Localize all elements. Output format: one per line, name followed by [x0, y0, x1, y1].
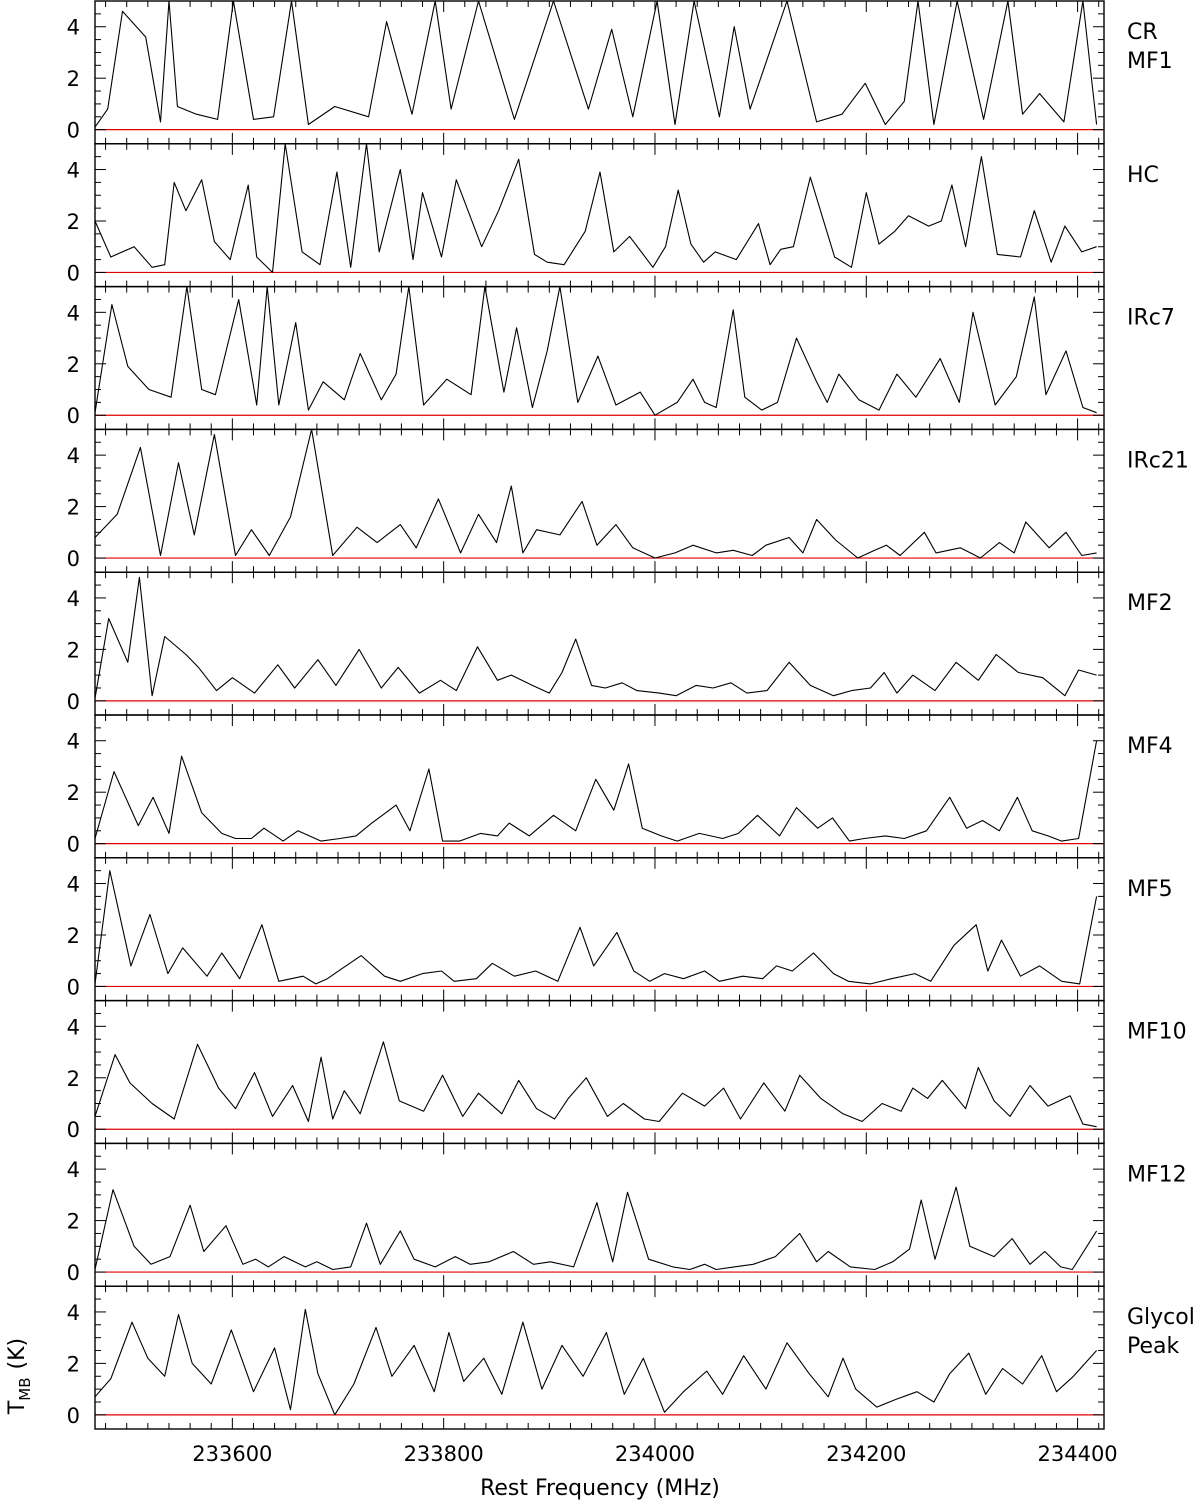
spectrum-trace — [95, 1, 1098, 128]
y-tick-label: 0 — [67, 833, 80, 857]
spectrum-trace — [95, 870, 1098, 985]
y-tick-label: 0 — [67, 261, 80, 285]
panel-label: MF4 — [1127, 734, 1173, 759]
panel-label: IRc21 — [1127, 448, 1189, 473]
panel-label: CR — [1127, 20, 1158, 45]
panel-label: MF2 — [1127, 591, 1173, 616]
spectrum-panel: 0 2 4 CR MF1 — [67, 0, 1173, 145]
y-tick-label: 2 — [67, 353, 80, 377]
x-axis-label: Rest Frequency (MHz) — [480, 1476, 720, 1501]
panel-frame — [94, 999, 1105, 1145]
y-tick-label: 0 — [67, 404, 80, 428]
panel-frame — [94, 1285, 1105, 1430]
panel-label: MF10 — [1127, 1020, 1187, 1045]
y-tick-label: 0 — [67, 119, 80, 143]
panel-label: HC — [1127, 163, 1159, 188]
spectrum-trace — [95, 740, 1098, 842]
panel-frame — [94, 571, 1105, 716]
spectrum-trace — [95, 143, 1097, 273]
y-tick-label: 2 — [67, 638, 80, 662]
spectrum-panel: 0 2 4 MF12 — [67, 1142, 1187, 1287]
spectrum-panel: 0 2 4 MF4 — [67, 714, 1173, 859]
panel-label: MF12 — [1127, 1162, 1187, 1187]
spectrum-panel: 0 2 4 MF2 — [67, 571, 1173, 716]
spectrum-panel: 0 2 4 IRc7 — [67, 285, 1175, 431]
y-axis-label-subscript: MB — [16, 1377, 34, 1400]
x-tick-label: 234400 — [1038, 1442, 1118, 1466]
x-tick-label: 234000 — [615, 1442, 695, 1466]
panel-frame — [94, 857, 1105, 1002]
spectrum-trace — [95, 1308, 1098, 1416]
spectrum-panel: 0 2 4 MF10 — [67, 999, 1187, 1145]
y-tick-label: 4 — [67, 159, 80, 183]
y-tick-label: 2 — [67, 210, 80, 234]
y-tick-label: 2 — [67, 1067, 80, 1091]
panel-label: MF5 — [1127, 877, 1173, 902]
panel-label: Glycol — [1127, 1305, 1195, 1330]
x-axis: 233600 233800 234000 234200 234400 — [192, 1442, 1117, 1466]
panel-label: MF1 — [1127, 49, 1173, 74]
panel-frame — [94, 428, 1105, 573]
spectrum-panel: 0 2 4 Glycol Peak — [67, 1285, 1195, 1430]
spectrum-panel: 0 2 4 MF5 — [67, 857, 1173, 1002]
panel-frame — [94, 143, 1105, 288]
y-tick-label: 2 — [67, 781, 80, 805]
panel-label: IRc7 — [1127, 306, 1175, 331]
y-tick-label: 2 — [67, 924, 80, 948]
spectrum-panel: 0 2 4 HC — [67, 143, 1159, 288]
x-tick-label: 233800 — [404, 1442, 484, 1466]
y-tick-label: 0 — [67, 547, 80, 571]
spectrum-panel: 0 2 4 IRc21 — [67, 428, 1189, 573]
spectrum-trace — [95, 1186, 1098, 1271]
panel-label: Peak — [1127, 1334, 1179, 1359]
y-tick-label: 0 — [67, 1261, 80, 1285]
y-tick-label: 4 — [67, 730, 80, 754]
x-tick-label: 233600 — [192, 1442, 272, 1466]
y-axis-label-unit: (K) — [5, 1338, 30, 1370]
y-tick-label: 0 — [67, 975, 80, 999]
spectrum-trace — [95, 429, 1097, 559]
y-tick-label: 4 — [67, 16, 80, 40]
spectrum-trace — [95, 1041, 1097, 1128]
y-tick-label: 4 — [67, 1015, 80, 1039]
spectrum-trace — [95, 576, 1097, 699]
panel-frame — [94, 1142, 1105, 1287]
y-tick-label: 0 — [67, 1118, 80, 1142]
y-tick-label: 0 — [67, 1404, 80, 1428]
y-tick-label: 0 — [67, 690, 80, 714]
svg-text:TMB(K): TMB (K) — [5, 1338, 34, 1415]
x-tick-label: 234200 — [826, 1442, 906, 1466]
y-tick-label: 4 — [67, 873, 80, 897]
y-tick-label: 4 — [67, 301, 80, 325]
y-axis-label: TMB (K) — [5, 1338, 34, 1415]
y-tick-label: 4 — [67, 444, 80, 468]
y-tick-label: 4 — [67, 1158, 80, 1182]
y-tick-label: 4 — [67, 1301, 80, 1325]
panel-frame — [94, 285, 1105, 431]
y-tick-label: 2 — [67, 67, 80, 91]
spectrum-trace — [95, 286, 1097, 416]
y-tick-label: 4 — [67, 587, 80, 611]
y-axis-label-main: T — [5, 1400, 30, 1415]
y-tick-label: 2 — [67, 496, 80, 520]
y-tick-label: 2 — [67, 1210, 80, 1234]
y-tick-label: 2 — [67, 1352, 80, 1376]
